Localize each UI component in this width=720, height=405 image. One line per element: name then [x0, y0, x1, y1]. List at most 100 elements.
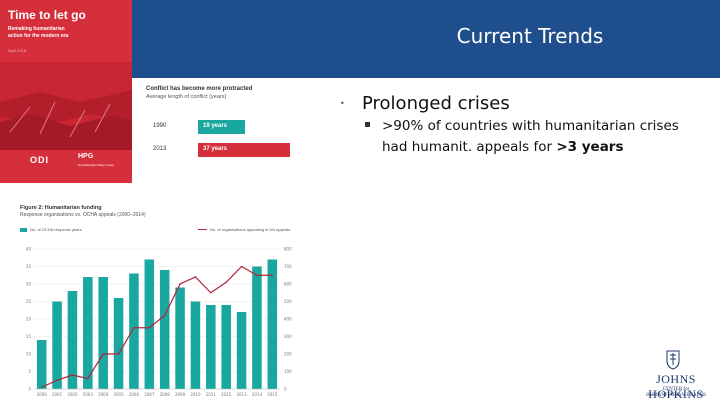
bar	[83, 277, 93, 389]
jh-center-line1: CENTER for	[662, 387, 690, 392]
sub-bullet-text: >90% of countries with humanitarian cris…	[382, 116, 685, 158]
line-point	[163, 314, 166, 317]
line-point	[87, 377, 89, 380]
y-left-tick-label: 35	[26, 264, 32, 269]
report-cover: Time to let go Remaking humanitarian act…	[0, 0, 132, 183]
line-point	[133, 326, 135, 329]
y-left-tick-label: 10	[26, 352, 32, 357]
bullet-main-text: Prolonged crises	[362, 93, 510, 114]
line-point	[194, 276, 197, 278]
bar	[159, 270, 170, 389]
conflict-chart-subtitle: Average length of conflict (years)	[146, 94, 227, 100]
x-tick-label: 2012	[221, 392, 232, 397]
cover-subtitle: Remaking humanitarian action for the mod…	[8, 26, 69, 39]
conflict-bar-2013: 37 years	[198, 143, 290, 157]
y-left-tick-label: 20	[26, 317, 32, 322]
x-tick-label: 2002	[67, 392, 78, 397]
y-left-tick-label: 5	[28, 369, 31, 374]
line-point	[148, 326, 151, 329]
x-tick-label: 2004	[98, 392, 109, 397]
y-right-tick-label: 100	[284, 369, 292, 374]
x-tick-label: 2003	[83, 392, 94, 397]
legend-bar: No. of OCHA response years	[20, 227, 82, 232]
bullet-sub: >90% of countries with humanitarian cris…	[365, 116, 685, 158]
jh-center-line2: HUMANITARIAN HEALTH	[646, 393, 706, 398]
cover-artwork	[0, 62, 132, 150]
y-right-tick-label: 300	[284, 334, 292, 339]
jh-center: CENTER for HUMANITARIAN HEALTH	[636, 387, 716, 399]
x-tick-label: 2005	[113, 392, 124, 397]
funding-bar-line-chart: 0510152025303540010020030040050060070080…	[26, 247, 292, 398]
line-point	[210, 291, 212, 294]
bar	[36, 340, 47, 389]
y-right-tick-label: 700	[284, 264, 292, 269]
y-right-tick-label: 600	[284, 282, 292, 287]
funding-chart-subtitle: Response organisations vs. OCHA appeals …	[20, 212, 146, 218]
line-point	[240, 265, 243, 268]
x-tick-label: 2000	[37, 392, 48, 397]
conflict-bar-1990: 19 years	[198, 120, 246, 134]
bar	[98, 277, 108, 389]
x-tick-label: 2001	[52, 392, 63, 397]
funding-chart-title: Figure 2: Humanitarian funding	[20, 205, 102, 211]
conflict-row-1990: 1990 19 years	[146, 120, 296, 134]
legend-bar-label: No. of OCHA response years	[30, 227, 82, 232]
line-point	[117, 353, 120, 355]
bar	[52, 301, 62, 389]
y-right-tick-label: 0	[284, 387, 287, 392]
x-tick-label: 2007	[144, 392, 155, 397]
y-right-tick-label: 500	[284, 299, 292, 304]
bar	[144, 259, 155, 389]
x-tick-label: 2013	[236, 392, 247, 397]
hpg-logo-subtext: Humanitarian Policy Group	[78, 163, 114, 167]
bar	[206, 305, 216, 389]
x-tick-label: 2008	[160, 392, 171, 397]
line-point	[71, 374, 74, 376]
y-right-tick-label: 800	[284, 247, 292, 252]
bar	[175, 287, 185, 389]
x-tick-label: 2010	[190, 392, 201, 397]
bar	[221, 305, 231, 389]
bar	[67, 291, 78, 389]
sub-bullet-square	[365, 122, 370, 127]
johns-hopkins-logo: JOHNS HOPKINS CENTER for HUMANITARIAN HE…	[636, 350, 716, 402]
x-tick-label: 2006	[129, 392, 140, 397]
bar	[236, 312, 247, 389]
bullet-dot: •	[340, 99, 345, 108]
x-tick-label: 2014	[252, 392, 263, 397]
sub-bullet-text-bold: >3 years	[556, 139, 624, 155]
conflict-row-year: 2013	[153, 146, 167, 152]
legend-line-swatch	[198, 229, 207, 231]
conflict-row-2013: 2013 37 years	[146, 143, 296, 157]
y-left-tick-label: 40	[26, 247, 32, 252]
y-left-tick-label: 25	[26, 299, 32, 304]
x-tick-label: 2015	[267, 392, 278, 397]
bar	[129, 273, 139, 389]
shield-icon	[666, 350, 680, 370]
line-point	[179, 283, 181, 285]
legend-line-label: No. of organisations appealing in UN app…	[210, 227, 291, 232]
y-left-tick-label: 30	[26, 282, 32, 287]
cover-date: April 2016	[8, 48, 27, 53]
line-point	[256, 274, 258, 277]
funding-chart: Figure 2: Humanitarian funding Response …	[20, 205, 302, 400]
bar	[113, 298, 124, 389]
conflict-length-chart: Conflict has become more protracted Aver…	[146, 86, 296, 164]
line-point	[225, 281, 227, 284]
bar	[267, 259, 278, 389]
legend-bar-swatch	[20, 227, 27, 232]
y-left-tick-label: 15	[26, 334, 32, 339]
odi-logo: ODI	[30, 155, 50, 165]
line-point	[102, 353, 104, 355]
sub-bullet-text-plain: >90% of countries with humanitarian cris…	[382, 118, 679, 155]
legend-line: No. of organisations appealing in UN app…	[198, 227, 290, 232]
jh-name: JOHNS HOPKINS	[648, 372, 704, 401]
conflict-row-year: 1990	[153, 123, 167, 129]
line-point	[40, 386, 43, 389]
y-right-tick-label: 200	[284, 352, 292, 357]
bar	[252, 266, 262, 389]
series-line	[41, 265, 273, 388]
hpg-logo-text: HPG	[78, 153, 94, 160]
cover-title: Time to let go	[8, 8, 86, 22]
conflict-chart-title: Conflict has become more protracted	[146, 86, 253, 92]
